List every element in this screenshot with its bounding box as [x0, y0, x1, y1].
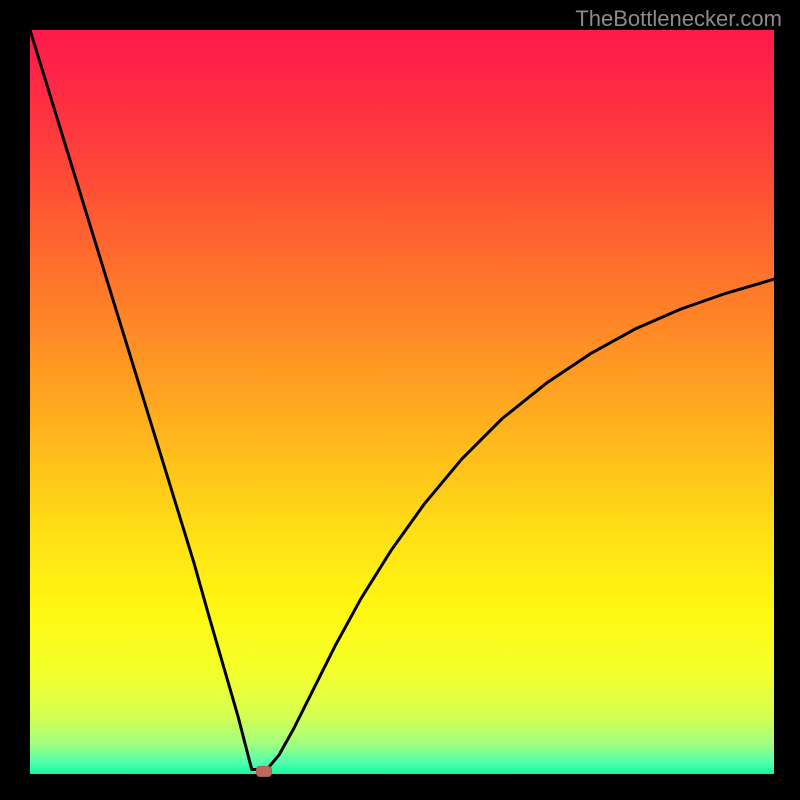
- bottleneck-curve: [0, 0, 800, 800]
- watermark-text: TheBottlenecker.com: [575, 6, 782, 32]
- chart-container: TheBottlenecker.com: [0, 0, 800, 800]
- curve-path: [30, 30, 774, 770]
- marker-rect: [256, 766, 272, 777]
- optimal-point-marker: [256, 766, 272, 777]
